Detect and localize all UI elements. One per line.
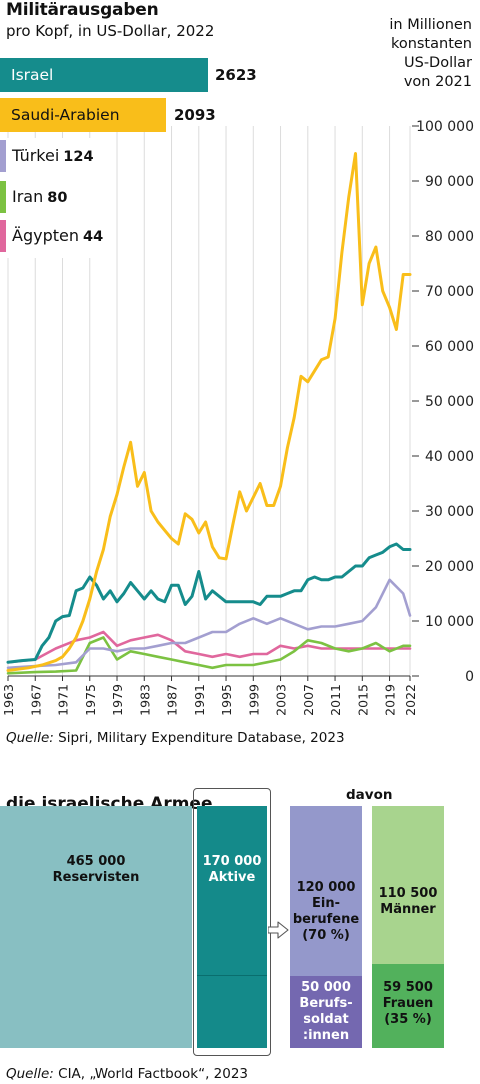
reservists-text: 465 000 Reservisten [53, 854, 140, 886]
army-source: Quelle: CIA, „World Factbook“, 2023 [6, 1066, 248, 1082]
women-text: 59 500 Frauen (35 %) [383, 980, 434, 1028]
professionals-text: 50 000 Berufs- soldat :innen [299, 980, 352, 1044]
arrow-icon [268, 921, 289, 939]
series-line-ägypten [6, 630, 412, 664]
women-block: 59 500 Frauen (35 %) [372, 964, 444, 1048]
reservists-value: 465 000 [66, 854, 126, 869]
y-tick-label: 20 000 [425, 559, 474, 575]
conscripts-value: 120 000 [296, 880, 356, 895]
army-source-text: CIA, „World Factbook“, 2023 [58, 1066, 249, 1082]
y-tick-label: 100 000 [416, 119, 474, 135]
chart-subtitle: pro Kopf, in US-Dollar, 2022 [6, 22, 215, 40]
reservists-block: 465 000 Reservisten [0, 806, 192, 1048]
legend-label-aegypten: Ägypten [12, 226, 79, 245]
series-line-türkei [6, 578, 412, 670]
active-text: 170 000 Aktive [203, 854, 262, 886]
y-tick-label: 70 000 [425, 284, 474, 300]
legend-value-saudi: 2093 [174, 106, 216, 124]
conscripts-label-1: Ein- [312, 896, 340, 911]
unit-line: konstanten [390, 36, 472, 52]
legend-value-tuerkei: 124 [63, 149, 94, 165]
army-source-prefix: Quelle: [6, 1066, 54, 1082]
conscripts-text: 120 000 Ein- berufene (70 %) [293, 880, 359, 944]
x-tick-label: 1971 [56, 684, 71, 716]
series-line-israel [6, 542, 412, 664]
legend-swatch-aegypten [0, 220, 6, 252]
legend-item-aegypten: Ägypten 44 [12, 226, 103, 245]
professionals-label-1: Berufs- [299, 996, 353, 1011]
legend-label-tuerkei: Türkei [12, 146, 60, 165]
y-tick-label: 30 000 [425, 504, 474, 520]
legend-item-tuerkei: Türkei 124 [12, 146, 94, 165]
legend-swatch-tuerkei [0, 140, 6, 172]
y-tick-label: 0 [465, 669, 474, 685]
legend-item-iran: Iran 80 [12, 187, 67, 206]
chart-title: Militärausgaben [6, 0, 159, 20]
unit-label: in Millionen konstanten US-Dollar von 20… [332, 16, 472, 92]
x-tick-label: 1967 [28, 684, 43, 716]
source-text: Sipri, Military Expenditure Database, 20… [58, 730, 345, 746]
x-tick-label: 1979 [110, 684, 125, 716]
source-prefix: Quelle: [6, 730, 54, 746]
professionals-label-2: soldat [303, 1012, 349, 1027]
active-value: 170 000 [202, 854, 262, 869]
conscripts-pct: (70 %) [302, 928, 350, 943]
legend-value-aegypten: 44 [82, 229, 104, 245]
x-tick-label: 1991 [192, 684, 207, 716]
x-tick-label: 2007 [301, 684, 316, 716]
y-tick-label: 80 000 [425, 229, 474, 245]
active-label: Aktive [208, 870, 256, 885]
legend-bar-israel: Israel [0, 58, 208, 92]
x-tick-label: 1999 [246, 684, 261, 716]
x-tick-label: 1983 [137, 684, 152, 716]
x-tick-label: 1987 [165, 684, 180, 716]
active-divider [197, 975, 267, 976]
chart-series [6, 152, 412, 675]
men-value: 110 500 [378, 886, 438, 901]
legend-swatch-iran [0, 181, 6, 213]
x-tick-label: 2015 [355, 684, 370, 716]
professionals-label-3: :innen [302, 1028, 350, 1043]
legend-label-israel: Israel [11, 66, 54, 84]
reservists-label: Reservisten [52, 870, 140, 885]
y-tick-label: 50 000 [425, 394, 474, 410]
legend-bg-small [0, 138, 112, 258]
active-highlight-frame [193, 788, 271, 1056]
legend-value-iran: 80 [47, 190, 68, 206]
y-tick-label: 90 000 [425, 174, 474, 190]
unit-line: von 2021 [403, 74, 472, 90]
conscripts-label-2: berufene [292, 912, 360, 927]
chart-source: Quelle: Sipri, Military Expenditure Data… [6, 730, 345, 746]
active-block: 170 000 Aktive [197, 806, 267, 1048]
conscripts-block: 120 000 Ein- berufene (70 %) [290, 806, 362, 976]
professionals-value: 50 000 [301, 980, 351, 995]
legend-value-israel: 2623 [215, 66, 257, 84]
women-label: Frauen [382, 996, 434, 1011]
men-text: 110 500 Männer [379, 886, 438, 918]
y-tick-label: 40 000 [425, 449, 474, 465]
unit-line: US-Dollar [404, 55, 472, 71]
chart-axes: 1963 1967 1971 1975 1979 1983 1987 1991 1995 1999… [1, 119, 474, 716]
series-line-iran [6, 636, 412, 675]
unit-line: in Millionen [389, 17, 472, 33]
x-tick-label: 1995 [219, 684, 234, 716]
legend-label-saudi: Saudi-Arabien [11, 106, 120, 124]
men-label: Männer [380, 902, 436, 917]
women-pct: (35 %) [384, 1012, 432, 1027]
women-value: 59 500 [383, 980, 433, 995]
professionals-block: 50 000 Berufs- soldat :innen [290, 976, 362, 1048]
legend-bar-saudi: Saudi-Arabien [0, 98, 166, 132]
legend-label-iran: Iran [12, 187, 44, 206]
series-line-saudi-arabien [6, 152, 412, 672]
davon-label: davon [346, 787, 393, 803]
x-tick-label: 2003 [274, 684, 289, 716]
y-tick-label: 60 000 [425, 339, 474, 355]
x-tick-label: 2019 [383, 684, 398, 716]
x-tick-label: 1963 [1, 684, 16, 716]
x-tick-label: 2011 [328, 684, 343, 716]
x-tick-label: 2022 [403, 684, 418, 716]
x-tick-label: 1975 [83, 684, 98, 716]
men-block: 110 500 Männer [372, 806, 444, 964]
y-tick-label: 10 000 [425, 614, 474, 630]
